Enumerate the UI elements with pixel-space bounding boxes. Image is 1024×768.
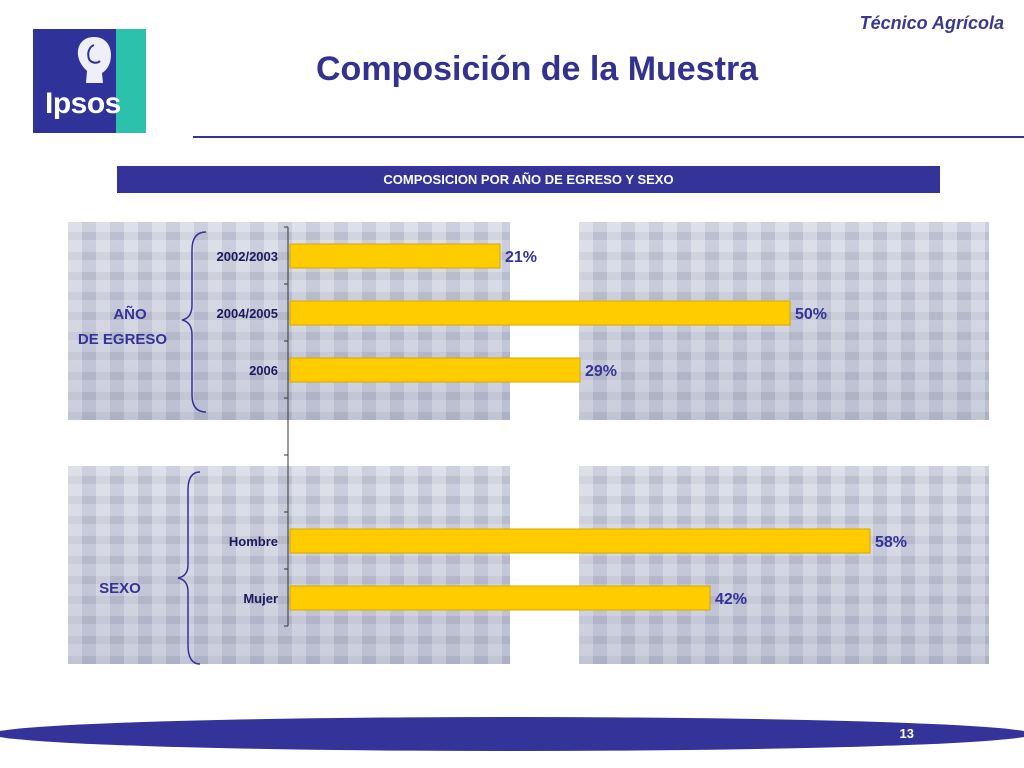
category-label: 2006: [249, 363, 278, 378]
sex-group-brace: [177, 471, 201, 665]
data-label: 21%: [505, 249, 537, 266]
ipsos-logo: Ipsos: [33, 29, 146, 133]
bar-3: [289, 528, 871, 554]
data-label: 29%: [585, 363, 617, 380]
category-label: Hombre: [229, 534, 278, 549]
year-group-brace: [181, 231, 207, 413]
data-label: 58%: [875, 534, 907, 551]
building-photo-bottom-left: [68, 466, 510, 664]
bar-1: [289, 300, 791, 326]
logo-tab: [116, 29, 146, 133]
data-label: 50%: [795, 306, 827, 323]
group-label-year-line1: AÑO: [113, 306, 147, 323]
data-label: 42%: [715, 591, 747, 608]
group-label-sex: SEXO: [99, 580, 141, 597]
bar-4: [289, 585, 711, 611]
category-label: 2004/2005: [217, 306, 278, 321]
footer-ellipse: [0, 717, 1024, 751]
bar-2: [289, 357, 581, 383]
building-photo-bottom-right: [579, 466, 989, 664]
group-label-year-line2: DE EGRESO: [77, 331, 168, 348]
page-subtitle: Técnico Agrícola: [859, 13, 1004, 33]
category-label: 2002/2003: [217, 249, 278, 264]
logo-text: Ipsos: [45, 87, 121, 120]
header-divider: [193, 136, 1024, 138]
page-number: 13: [899, 726, 914, 741]
page-title: Composición de la Muestra: [316, 50, 759, 88]
section-banner: COMPOSICION POR AÑO DE EGRESO Y SEXO: [117, 166, 940, 193]
bar-0: [289, 243, 501, 269]
head-silhouette-icon: [77, 37, 111, 83]
category-label: Mujer: [243, 591, 278, 606]
